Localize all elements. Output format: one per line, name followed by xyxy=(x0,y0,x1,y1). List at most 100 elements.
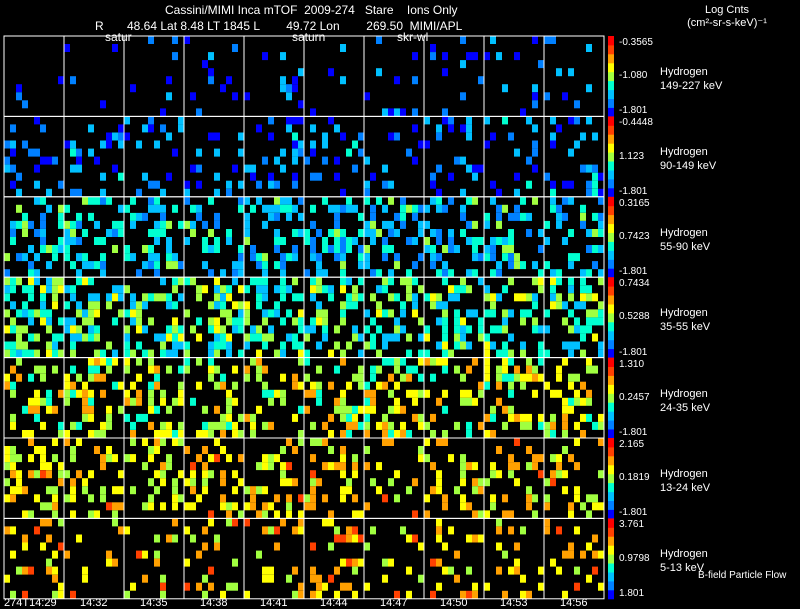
heatmap-cell xyxy=(364,253,370,262)
heatmap-cell xyxy=(460,502,466,511)
heatmap-cell xyxy=(430,413,436,422)
heatmap-cell xyxy=(430,52,436,61)
heatmap-cell xyxy=(550,454,556,463)
heatmap-cell xyxy=(22,486,28,495)
heatmap-cell xyxy=(352,534,358,543)
heatmap-cell xyxy=(148,116,154,125)
heatmap-cell xyxy=(160,462,166,471)
heatmap-cell xyxy=(4,349,10,358)
heatmap-cell xyxy=(232,92,238,101)
heatmap-cell xyxy=(358,245,364,253)
heatmap-cell xyxy=(442,204,448,213)
heatmap-cell xyxy=(100,172,106,181)
heatmap-cell xyxy=(310,542,316,551)
heatmap-cell xyxy=(574,116,580,125)
heatmap-cell xyxy=(550,413,556,422)
heatmap-cell xyxy=(484,413,490,422)
heatmap-cell xyxy=(556,277,562,286)
heatmap-cell xyxy=(574,317,580,326)
heatmap-cell xyxy=(100,100,106,109)
heatmap-cell xyxy=(562,180,568,189)
heatmap-cell xyxy=(310,277,316,286)
heatmap-cell xyxy=(580,269,586,278)
heatmap-cell xyxy=(28,220,34,229)
heatmap-cell xyxy=(208,341,214,350)
heatmap-cell xyxy=(82,389,88,398)
heatmap-cell xyxy=(178,325,184,334)
heatmap-cell xyxy=(592,365,598,374)
heatmap-cell xyxy=(502,253,508,262)
heatmap-cell xyxy=(334,156,340,165)
heatmap-cell xyxy=(502,365,508,374)
heatmap-cell xyxy=(520,590,526,599)
heatmap-cell xyxy=(52,502,58,511)
heatmap-cell xyxy=(388,245,394,253)
heatmap-cell xyxy=(22,229,28,237)
heatmap-cell xyxy=(520,381,526,390)
heatmap-cell xyxy=(136,397,142,406)
heatmap-cell xyxy=(22,542,28,551)
heatmap-cell xyxy=(460,494,466,503)
heatmap-cell xyxy=(334,590,340,599)
heatmap-cell xyxy=(310,590,316,599)
heatmap-cell xyxy=(550,36,556,44)
heatmap-cell xyxy=(226,333,232,342)
colorbar-max-label: 3.761 xyxy=(619,519,645,531)
heatmap-cell xyxy=(376,486,382,495)
heatmap-cell xyxy=(250,172,256,181)
heatmap-cell xyxy=(574,325,580,334)
heatmap-cell xyxy=(382,333,388,342)
heatmap-cell xyxy=(346,486,352,495)
heatmap-cell xyxy=(580,502,586,511)
heatmap-cell xyxy=(232,277,238,286)
heatmap-cell xyxy=(394,333,400,342)
heatmap-cell xyxy=(166,333,172,342)
heatmap-cell xyxy=(340,486,346,495)
heatmap-cell xyxy=(118,526,124,535)
heatmap-cell xyxy=(124,204,130,213)
heatmap-cell xyxy=(556,373,562,382)
heatmap-cell xyxy=(16,325,22,334)
heatmap-cell xyxy=(292,116,298,125)
heatmap-cell xyxy=(280,148,286,157)
heatmap-cell xyxy=(496,446,502,454)
heatmap-cell xyxy=(52,365,58,374)
heatmap-cell xyxy=(70,148,76,157)
heatmap-cell xyxy=(124,413,130,422)
heatmap-cell xyxy=(202,421,208,430)
heatmap-cell xyxy=(340,132,346,141)
heatmap-cell xyxy=(94,261,100,270)
heatmap-cell xyxy=(328,446,334,454)
heatmap-cell xyxy=(394,470,400,479)
heatmap-cell xyxy=(124,309,130,318)
heatmap-cell xyxy=(214,301,220,310)
heatmap-cell xyxy=(442,261,448,270)
heatmap-cell xyxy=(568,309,574,318)
colorbar-segment xyxy=(608,455,614,466)
heatmap-cell xyxy=(394,261,400,270)
heatmap-cell xyxy=(22,566,28,575)
heatmap-cell xyxy=(184,180,190,189)
heatmap-cell xyxy=(352,413,358,422)
heatmap-cell xyxy=(244,502,250,511)
heatmap-cell xyxy=(250,357,256,366)
heatmap-cell xyxy=(544,478,550,487)
heatmap-cell xyxy=(232,430,238,438)
heatmap-cell xyxy=(436,558,442,567)
colorbar-segment xyxy=(608,473,614,484)
heatmap-cell xyxy=(460,590,466,599)
heatmap-cell xyxy=(94,510,100,519)
heatmap-cell xyxy=(40,454,46,463)
heatmap-cell xyxy=(532,100,538,109)
heatmap-cell xyxy=(448,237,454,245)
heatmap-cell xyxy=(412,293,418,302)
heatmap-cell xyxy=(262,277,268,286)
heatmap-cell xyxy=(166,405,172,414)
heatmap-cell xyxy=(556,389,562,398)
heatmap-cell xyxy=(490,309,496,318)
heatmap-cell xyxy=(562,421,568,430)
heatmap-cell xyxy=(148,261,154,270)
heatmap-cell xyxy=(298,590,304,599)
heatmap-cell xyxy=(544,381,550,390)
heatmap-cell xyxy=(490,132,496,141)
